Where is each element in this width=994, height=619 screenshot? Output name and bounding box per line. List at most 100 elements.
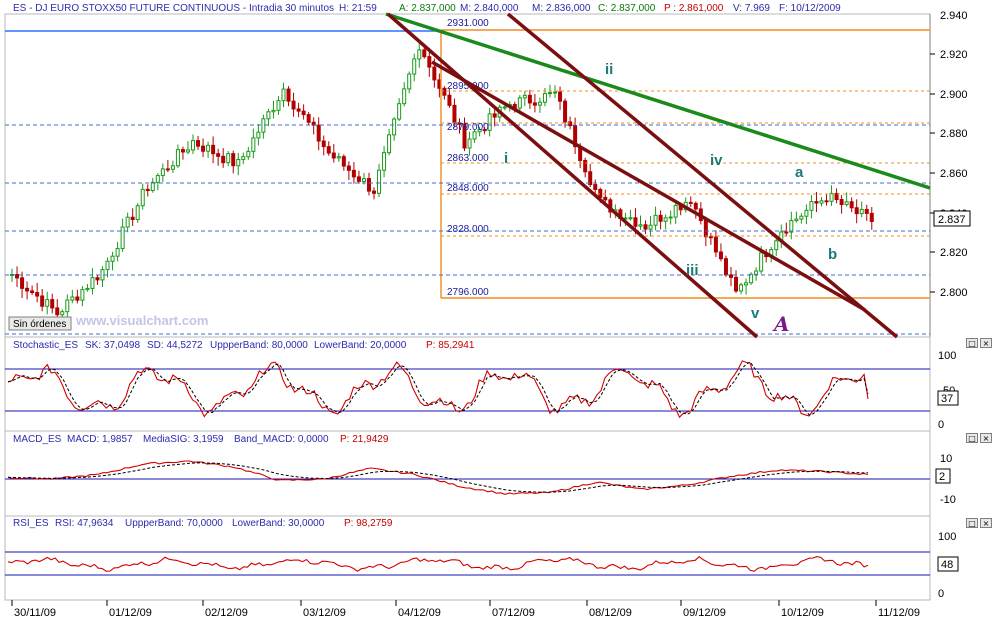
candle bbox=[718, 243, 723, 262]
candle bbox=[804, 204, 809, 225]
macd-value-text: MACD: 1,9857 bbox=[67, 434, 133, 445]
candle bbox=[402, 82, 407, 107]
candle bbox=[638, 215, 643, 230]
candle bbox=[90, 268, 95, 295]
candle bbox=[70, 289, 75, 304]
date-tick-label: 08/12/09 bbox=[589, 607, 632, 619]
orders-badge[interactable] bbox=[8, 316, 72, 331]
candle bbox=[603, 189, 608, 205]
candle bbox=[145, 184, 150, 197]
candle bbox=[723, 255, 728, 277]
candle bbox=[206, 141, 211, 159]
channel-upper-line[interactable] bbox=[506, 12, 899, 339]
date-tick-label: 30/11/09 bbox=[14, 607, 56, 619]
candle bbox=[799, 213, 804, 224]
price-tick-label: 2.880 bbox=[940, 128, 968, 140]
candle bbox=[774, 238, 779, 256]
fib-label-2879: 2879.000 bbox=[447, 122, 489, 133]
candle bbox=[115, 241, 120, 262]
candle bbox=[311, 117, 316, 135]
watermark: www.visualchart.com bbox=[75, 313, 208, 328]
fibonacci-box[interactable]: 2931.000 2895.000 2879.000 2863.000 2848… bbox=[440, 18, 930, 299]
candle bbox=[281, 82, 286, 108]
candle bbox=[291, 92, 296, 117]
header-open: A: 2.837,000 bbox=[399, 3, 456, 14]
candle bbox=[854, 199, 859, 224]
candle bbox=[110, 251, 115, 271]
rsi-panel[interactable]: RSI_ES RSI: 47,9634 UppperBand: 70,0000 … bbox=[5, 518, 959, 600]
candle bbox=[75, 289, 80, 304]
price-tick-label: 2.920 bbox=[940, 49, 968, 61]
rsi-line bbox=[7, 555, 869, 572]
candle bbox=[698, 202, 703, 225]
candle bbox=[236, 152, 241, 176]
candle bbox=[663, 214, 668, 230]
candle bbox=[160, 163, 165, 182]
candle bbox=[839, 195, 844, 214]
channel-inner-line[interactable] bbox=[431, 60, 866, 312]
candle bbox=[321, 135, 326, 156]
macd-p: P: 21,9429 bbox=[340, 434, 389, 445]
candle bbox=[427, 48, 432, 77]
wave-label-b: b bbox=[828, 246, 837, 263]
candle bbox=[593, 179, 598, 194]
candle bbox=[522, 90, 527, 107]
panel-close-button[interactable]: × bbox=[980, 338, 992, 348]
rsi-lower: LowerBand: 30,0000 bbox=[232, 518, 325, 529]
candle bbox=[95, 275, 100, 285]
price-tick-label: 2.900 bbox=[940, 89, 968, 101]
candle bbox=[30, 285, 35, 296]
candle bbox=[261, 114, 266, 139]
date-tick-label: 01/12/09 bbox=[109, 607, 152, 619]
panel-close-button[interactable]: × bbox=[980, 518, 992, 528]
stoch-sd-line bbox=[7, 361, 869, 416]
candle bbox=[744, 278, 749, 295]
price-tick-label: 2.820 bbox=[940, 247, 968, 259]
candle bbox=[135, 203, 140, 223]
rsi-value-text: RSI: 47,9634 bbox=[55, 518, 114, 529]
candle bbox=[306, 111, 311, 126]
rsi-p: P: 98,2759 bbox=[344, 518, 393, 529]
panel-maximize-button[interactable]: □ bbox=[966, 338, 978, 348]
rsi-value: 48 bbox=[941, 559, 953, 571]
channel-lower-line[interactable] bbox=[386, 12, 759, 339]
candle bbox=[382, 146, 387, 178]
candle bbox=[155, 173, 160, 191]
candle bbox=[814, 192, 819, 213]
candle bbox=[824, 193, 829, 206]
header-high: M: 2.840,000 bbox=[460, 3, 519, 14]
wave-label-i: i bbox=[504, 150, 508, 167]
stoch-sk-line bbox=[7, 360, 869, 419]
candle bbox=[377, 163, 382, 197]
candle bbox=[869, 207, 874, 230]
date-tick-label: 11/12/09 bbox=[878, 607, 920, 619]
stochastic-panel[interactable]: Stochastic_ES SK: 37,0498 SD: 44,5272 Up… bbox=[5, 340, 959, 431]
candle bbox=[754, 267, 759, 281]
macd-panel[interactable]: MACD_ES MACD: 1,9857 MediaSIG: 3,1959 Ba… bbox=[5, 434, 956, 506]
candle bbox=[35, 282, 40, 303]
header-volume: V: 7.969 bbox=[733, 3, 770, 14]
candle bbox=[558, 86, 563, 110]
candle bbox=[749, 272, 754, 285]
panel-close-button[interactable]: × bbox=[980, 433, 992, 443]
candle bbox=[864, 204, 869, 221]
wave-label-iv: iv bbox=[710, 152, 723, 169]
candle bbox=[492, 107, 497, 127]
candle bbox=[553, 85, 558, 98]
candle bbox=[648, 216, 653, 237]
panel-maximize-button[interactable]: □ bbox=[966, 518, 978, 528]
candle bbox=[20, 271, 25, 299]
fib-label-2931: 2931.000 bbox=[447, 18, 489, 29]
macd-value: 2 bbox=[939, 471, 945, 483]
candle bbox=[246, 146, 251, 160]
candle bbox=[130, 208, 135, 226]
candle bbox=[442, 86, 447, 100]
macd-value-box bbox=[935, 468, 951, 484]
candle bbox=[226, 151, 231, 167]
trendline-green[interactable] bbox=[385, 12, 931, 190]
macd-title: MACD_ES bbox=[13, 434, 62, 445]
fib-label-2796: 2796.000 bbox=[447, 287, 489, 298]
candle bbox=[794, 211, 799, 223]
panel-maximize-button[interactable]: □ bbox=[966, 433, 978, 443]
